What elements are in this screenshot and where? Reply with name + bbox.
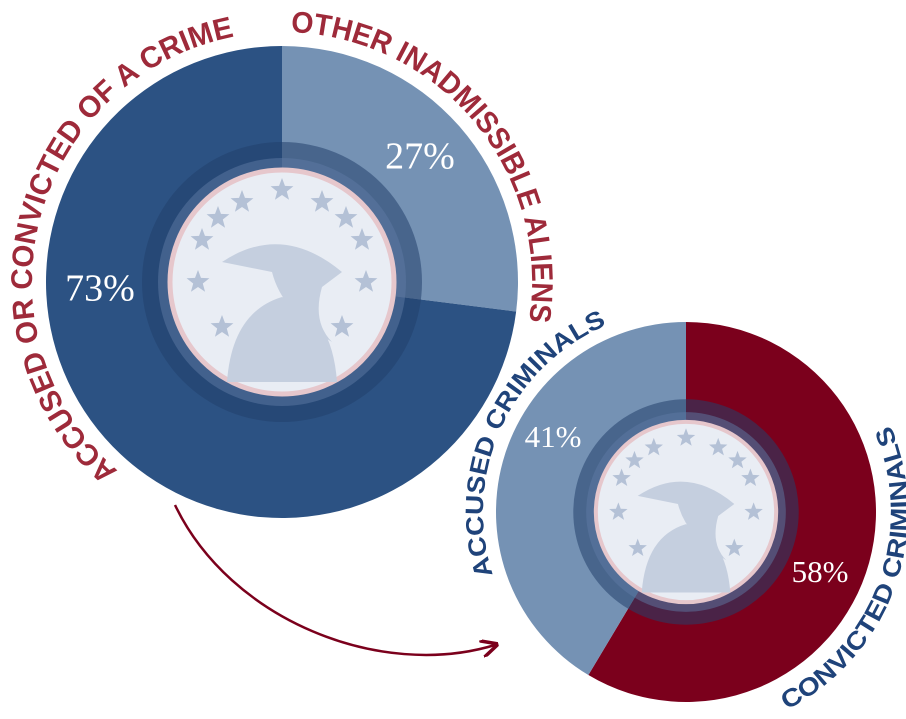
value-label: 27% (385, 136, 455, 178)
emblem (142, 142, 422, 422)
arrow (173, 504, 495, 655)
value-label: 58% (792, 554, 849, 589)
emblem (573, 399, 799, 625)
value-label: 41% (525, 419, 582, 454)
value-label: 73% (65, 268, 135, 310)
